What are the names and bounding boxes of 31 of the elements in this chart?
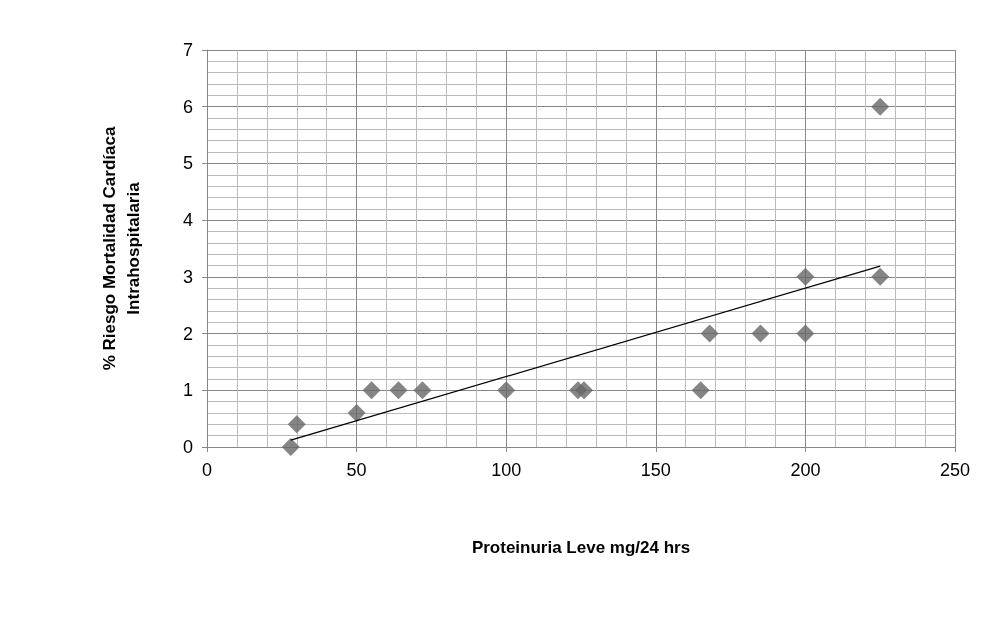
y-tick-label: 2 — [182, 323, 193, 344]
point — [796, 324, 815, 343]
point — [700, 324, 719, 343]
point — [796, 267, 815, 286]
y-tick-label: 4 — [182, 210, 193, 231]
point — [871, 267, 890, 286]
y-tick-label: 6 — [182, 96, 193, 117]
point — [287, 415, 306, 434]
x-tick-label: 250 — [939, 460, 971, 480]
x-axis-title: Proteinuria Leve mg/24 hrs — [471, 537, 691, 557]
point — [281, 438, 300, 456]
point — [362, 381, 381, 400]
point — [691, 381, 710, 400]
y-axis-title: % Riesgo Mortalidad Cardíaca Intrahospitalaria — [99, 126, 143, 371]
point — [751, 324, 770, 343]
x-tick-label: 150 — [640, 460, 671, 480]
point — [574, 381, 593, 400]
x-tick-label: 200 — [790, 460, 821, 480]
x-tick-label: 0 — [201, 460, 213, 480]
x-tick-label: 100 — [491, 460, 522, 480]
point — [871, 97, 890, 116]
point — [413, 381, 432, 400]
y-tick-label: 5 — [182, 153, 193, 174]
point — [347, 403, 366, 422]
point — [497, 381, 516, 400]
x-tick-label: 50 — [346, 460, 367, 480]
y-tick-label: 1 — [182, 380, 193, 401]
y-tick-label: 0 — [182, 437, 193, 457]
y-tick-label: 7 — [182, 40, 193, 60]
point — [389, 381, 408, 400]
y-tick-label: 3 — [182, 266, 193, 287]
